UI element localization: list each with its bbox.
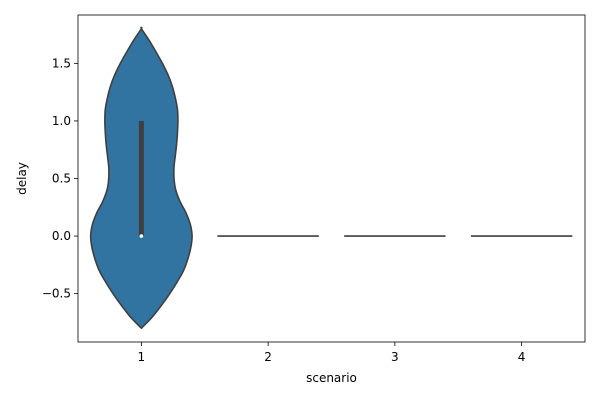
y-axis-label: delay bbox=[15, 162, 29, 195]
violin-median-dot-1 bbox=[139, 234, 144, 238]
y-tick-label: −0.5 bbox=[42, 287, 71, 301]
y-tick-label: 0.0 bbox=[52, 229, 71, 243]
x-axis-label: scenario bbox=[306, 371, 357, 385]
y-tick-label: 1.0 bbox=[52, 114, 71, 128]
x-tick-label: 3 bbox=[391, 350, 399, 364]
plot-frame bbox=[77, 14, 586, 343]
y-tick-label: 0.5 bbox=[52, 172, 71, 186]
x-tick-label: 4 bbox=[518, 350, 526, 364]
y-tick-label: 1.5 bbox=[52, 56, 71, 70]
violins bbox=[89, 26, 573, 329]
x-tick-label: 2 bbox=[264, 350, 272, 364]
y-axis-ticks: −0.5 0.0 0.5 1.0 1.5 bbox=[42, 56, 78, 301]
violin-iqr-box-1 bbox=[138, 120, 144, 237]
x-tick-label: 1 bbox=[138, 350, 146, 364]
x-axis-ticks: 1 2 3 4 bbox=[138, 342, 526, 364]
